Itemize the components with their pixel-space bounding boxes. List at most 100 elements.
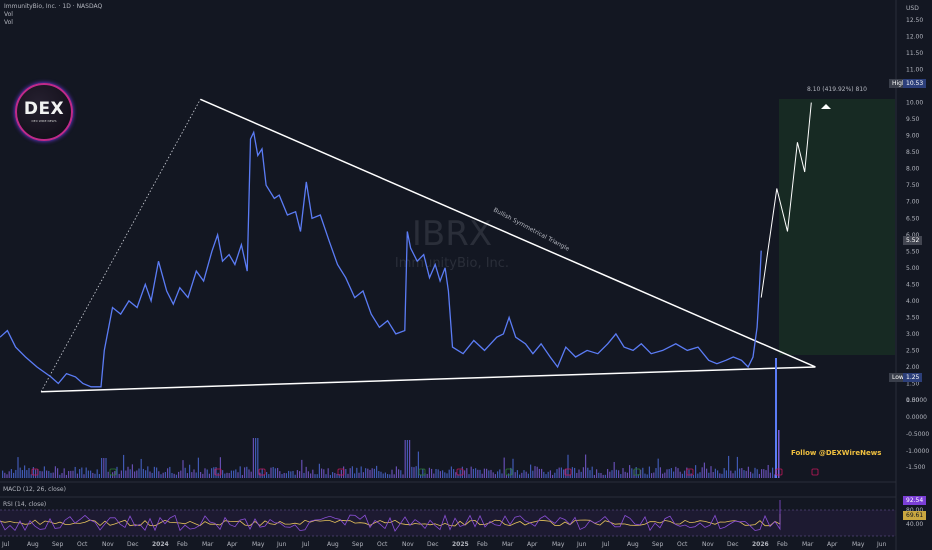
event-marker-icon[interactable] (418, 468, 426, 476)
volume-bar (525, 471, 527, 478)
price-tick: 4.50 (906, 281, 920, 288)
volume-bar (714, 468, 716, 478)
volume-bar (611, 470, 613, 478)
volume-bar (263, 474, 265, 478)
rsi-label: RSI (14, close) (3, 501, 46, 508)
volume-bar (26, 470, 28, 478)
time-axis[interactable]: Jul Aug Sep Oct Nov Dec 2024 Feb Mar Apr May Jun Jul… (1, 541, 887, 548)
volume-bar (464, 470, 466, 478)
event-marker-icon[interactable] (258, 468, 266, 476)
volume-bar (519, 474, 521, 478)
volume-bar (81, 467, 83, 478)
volume-bar (318, 463, 320, 478)
volume-bar (24, 465, 26, 478)
price-axis[interactable]: USD12.5012.0011.5011.0010.5010.009.509.0… (906, 5, 923, 404)
event-marker-icon[interactable] (686, 468, 694, 476)
event-marker-icon[interactable] (564, 468, 572, 476)
volume-bar (19, 467, 21, 478)
event-marker-icon[interactable] (633, 468, 641, 476)
volume-bar (384, 472, 386, 478)
volume-bar (107, 471, 109, 478)
volume-bar (2, 470, 4, 478)
volume-bar (406, 440, 408, 478)
time-tick: Aug (627, 541, 639, 548)
volume-bar (411, 466, 413, 478)
rsi-line (0, 500, 781, 532)
currency-label: USD (906, 5, 919, 12)
time-tick: Aug (327, 541, 339, 548)
volume-bar (488, 470, 490, 478)
volume-bar (28, 468, 30, 478)
event-marker-icon[interactable] (214, 468, 222, 476)
event-marker-icon[interactable] (109, 468, 117, 476)
time-tick: May (852, 541, 865, 548)
volume-bar (424, 473, 426, 478)
volume-bar (13, 472, 15, 478)
volume-bar (719, 473, 721, 478)
high-badge: High (889, 79, 909, 88)
time-tick: Aug (27, 541, 39, 548)
volume-bar (600, 473, 602, 478)
volume-bar (347, 473, 349, 478)
event-marker-icon[interactable] (505, 468, 513, 476)
price-tick: 10.00 (906, 100, 923, 107)
volume-bar (281, 474, 283, 478)
price-tick: 7.00 (906, 199, 920, 206)
volume-bar (615, 469, 617, 478)
volume-bar (68, 471, 70, 478)
volume-bar (296, 470, 298, 478)
volume-bar (215, 467, 217, 478)
volume-bar (505, 474, 507, 478)
volume-bar (534, 466, 536, 478)
price-series-line (0, 130, 762, 388)
volume-bar (532, 470, 534, 478)
volume-bar (365, 468, 367, 478)
volume-bar (477, 469, 479, 478)
time-tick: Dec (727, 541, 739, 548)
volume-bar (593, 474, 595, 478)
symbol-header[interactable]: ImmunityBio, Inc. · 1D · NASDAQ (4, 3, 103, 10)
volume-bar (547, 471, 549, 478)
volume-bar (356, 467, 358, 478)
volume-bar (105, 458, 107, 478)
event-marker-icon[interactable] (337, 468, 345, 476)
volume-bar (164, 472, 166, 478)
volume-bar (35, 469, 37, 478)
volume-bar (420, 474, 422, 478)
time-tick: Feb (177, 541, 188, 548)
volume-bar (541, 468, 543, 478)
volume-bar (158, 471, 160, 478)
price-tick: 6.50 (906, 215, 920, 222)
volume-bar (395, 466, 397, 478)
volume-bar (160, 474, 162, 478)
volume-bar (736, 456, 738, 478)
event-marker-icon[interactable] (811, 468, 819, 476)
volume-bar (721, 473, 723, 478)
volume-bar (123, 454, 125, 478)
volume-bar (442, 470, 444, 478)
volume-bar (151, 472, 153, 478)
volume-bar (138, 468, 140, 478)
volume-bar (640, 469, 642, 478)
volume-bar (250, 471, 252, 478)
volume-bar (32, 467, 34, 478)
volume-bar (321, 468, 323, 478)
volume-bar (307, 471, 309, 478)
macd-label: MACD (12, 26, close) (3, 486, 66, 493)
volume-bar (268, 474, 270, 478)
volume-bar (635, 466, 637, 478)
volume-bar (261, 468, 263, 478)
price-tick: 6.00 (906, 232, 920, 239)
price-tick: 5.00 (906, 265, 920, 272)
event-marker-icon[interactable] (775, 468, 783, 476)
volume-bar (514, 472, 516, 478)
event-marker-icon[interactable] (456, 468, 464, 476)
volume-bar (565, 468, 567, 478)
volume-bar (325, 474, 327, 478)
event-marker-icon[interactable] (31, 468, 39, 476)
macd-tick: -1.0000 (906, 448, 929, 455)
volume-bar (373, 468, 375, 478)
volume-bar (459, 469, 461, 478)
rsi-ma-line (0, 514, 781, 527)
